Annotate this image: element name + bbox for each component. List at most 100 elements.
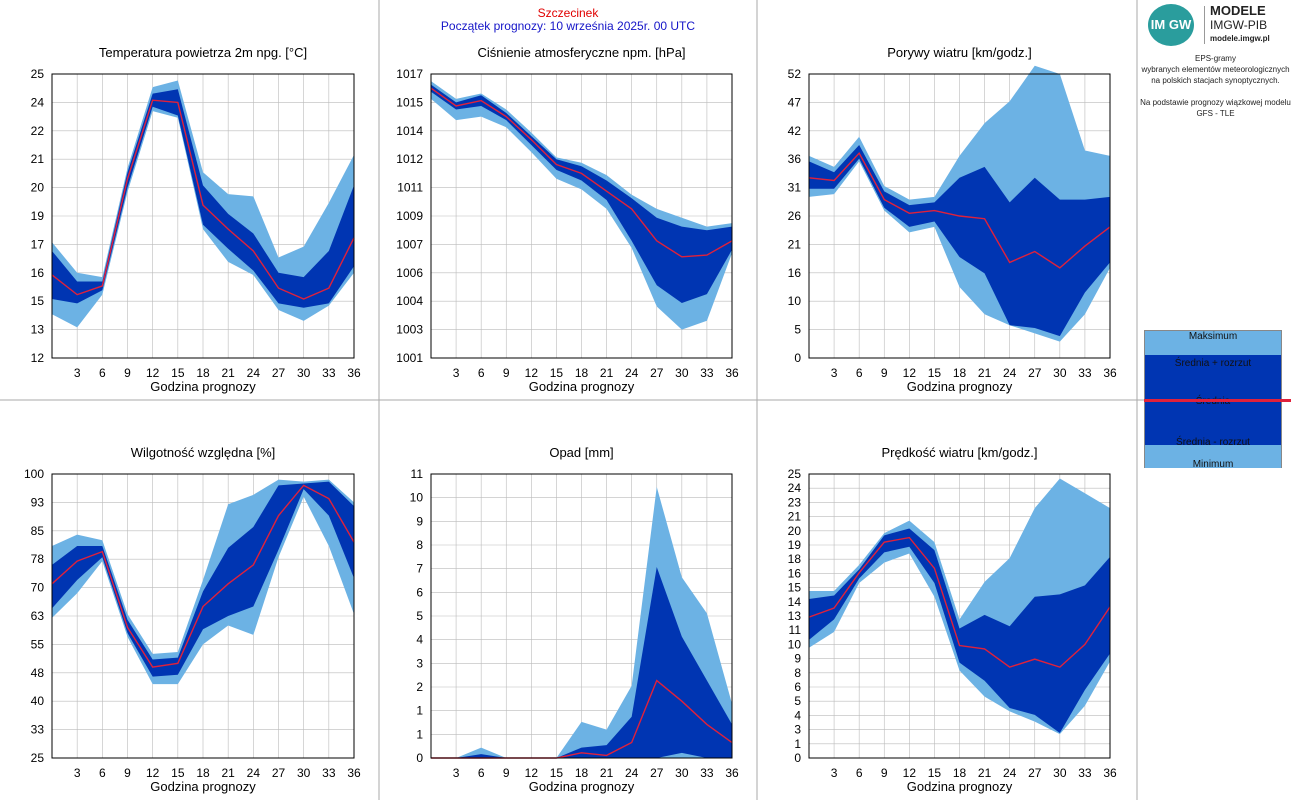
y-tick-label: 1017 <box>396 67 423 81</box>
x-tick-label: 18 <box>575 766 589 780</box>
logo-url-link[interactable]: modele.imgw.pl <box>1210 34 1270 43</box>
y-tick-label: 55 <box>31 637 45 651</box>
x-tick-label: 24 <box>1003 366 1017 380</box>
x-tick-label: 30 <box>675 766 689 780</box>
y-tick-label: 20 <box>31 181 45 195</box>
mean-line <box>430 87 733 258</box>
y-tick-label: 16 <box>31 266 45 280</box>
x-axis-label: Godzina prognozy <box>907 779 1013 794</box>
y-tick-label: 19 <box>788 538 802 552</box>
x-tick-label: 15 <box>550 366 564 380</box>
y-tick-label: 6 <box>794 680 801 694</box>
x-tick-label: 27 <box>272 766 286 780</box>
y-tick-label: 1012 <box>396 152 423 166</box>
x-tick-label: 6 <box>99 366 106 380</box>
y-tick-label: 24 <box>31 95 45 109</box>
x-tick-label: 18 <box>953 766 967 780</box>
y-tick-label: 25 <box>31 751 45 765</box>
y-tick-label: 16 <box>788 566 802 580</box>
y-tick-label: 16 <box>788 266 802 280</box>
x-tick-label: 27 <box>1028 366 1042 380</box>
x-tick-label: 24 <box>625 766 639 780</box>
x-tick-label: 12 <box>146 366 160 380</box>
y-tick-label: 0 <box>416 751 423 765</box>
y-tick-label: 10 <box>410 491 424 505</box>
x-tick-label: 33 <box>322 366 336 380</box>
x-tick-label: 30 <box>1053 766 1067 780</box>
desc-line-3: na polskich stacjach synoptycznych. <box>1151 76 1280 85</box>
x-tick-label: 12 <box>525 766 539 780</box>
logo-divider <box>1204 6 1205 44</box>
x-tick-label: 3 <box>831 366 838 380</box>
x-tick-label: 12 <box>146 766 160 780</box>
x-tick-label: 9 <box>124 366 131 380</box>
y-tick-label: 48 <box>31 666 45 680</box>
x-tick-label: 33 <box>1078 766 1092 780</box>
x-tick-label: 18 <box>196 366 210 380</box>
y-tick-label: 63 <box>31 609 45 623</box>
y-tick-label: 19 <box>31 209 45 223</box>
y-tick-label: 25 <box>788 467 802 481</box>
imgw-logo-icon[interactable]: IM GW <box>1148 4 1194 46</box>
x-tick-label: 9 <box>503 366 510 380</box>
x-tick-label: 30 <box>297 766 311 780</box>
x-tick-label: 3 <box>74 366 81 380</box>
chart-title: Opad [mm] <box>549 445 613 460</box>
y-tick-label: 21 <box>31 152 45 166</box>
y-tick-label: 5 <box>794 694 801 708</box>
desc-line-1: EPS-gramy <box>1195 54 1236 63</box>
y-tick-label: 36 <box>788 152 802 166</box>
x-tick-label: 15 <box>928 766 942 780</box>
y-tick-label: 6 <box>416 585 423 599</box>
desc-line-4: Na podstawie prognozy wiązkowej modelu <box>1140 98 1291 107</box>
x-tick-label: 6 <box>478 766 485 780</box>
y-tick-label: 0 <box>794 751 801 765</box>
legend-min-band <box>1145 445 1281 468</box>
legend-mean-minus-label: Średnia - rozrzut <box>1176 437 1250 448</box>
x-axis-label: Godzina prognozy <box>907 379 1013 394</box>
y-tick-label: 8 <box>794 666 801 680</box>
y-tick-label: 33 <box>31 723 45 737</box>
x-tick-label: 9 <box>881 766 888 780</box>
y-tick-label: 1001 <box>396 351 423 365</box>
y-tick-label: 12 <box>31 351 45 365</box>
x-axis-label: Godzina prognozy <box>150 779 256 794</box>
band-mean-spread <box>809 145 1110 337</box>
x-tick-label: 27 <box>650 766 664 780</box>
charts-layer: 3 6 9 12 15 18 21 24 27 30 33 361213151617192021222… <box>24 45 1117 794</box>
y-tick-label: 3 <box>794 723 801 737</box>
x-tick-label: 18 <box>953 366 967 380</box>
y-tick-label: 93 <box>31 495 45 509</box>
y-tick-label: 1009 <box>396 209 423 223</box>
x-tick-label: 9 <box>881 366 888 380</box>
x-tick-label: 27 <box>272 366 286 380</box>
x-tick-label: 12 <box>903 366 917 380</box>
y-tick-label: 1 <box>416 704 423 718</box>
chart-1: 3 6 9 12 15 18 21 24 27 30 33 361213151617192021222… <box>31 45 361 394</box>
logo-title: MODELE <box>1210 3 1266 18</box>
legend-mean-line <box>1144 399 1291 402</box>
y-tick-label: 15 <box>788 581 802 595</box>
chart-2: 3 6 9 12 15 18 21 24 27 30 33 361001100310041006100… <box>396 45 739 394</box>
y-tick-label: 25 <box>31 67 45 81</box>
y-tick-label: 11 <box>789 623 802 637</box>
y-tick-label: 9 <box>794 652 801 666</box>
y-tick-label: 1007 <box>396 237 423 251</box>
chart-title: Wilgotność względna [%] <box>131 445 276 460</box>
y-tick-label: 4 <box>416 633 423 647</box>
x-tick-label: 30 <box>675 366 689 380</box>
y-tick-label: 13 <box>788 609 802 623</box>
x-tick-label: 3 <box>831 766 838 780</box>
x-tick-label: 33 <box>700 766 714 780</box>
mean-line <box>808 151 1111 269</box>
x-axis-label: Godzina prognozy <box>150 379 256 394</box>
y-tick-label: 18 <box>788 552 802 566</box>
chart-4: 3 6 9 12 15 18 21 24 27 30 33 362533404855637078859… <box>24 445 361 794</box>
x-tick-label: 24 <box>1003 766 1017 780</box>
x-tick-label: 15 <box>171 766 185 780</box>
x-tick-label: 24 <box>625 366 639 380</box>
y-tick-label: 40 <box>31 694 45 708</box>
y-tick-label: 1004 <box>396 294 423 308</box>
x-tick-label: 24 <box>247 766 261 780</box>
x-tick-label: 33 <box>1078 366 1092 380</box>
